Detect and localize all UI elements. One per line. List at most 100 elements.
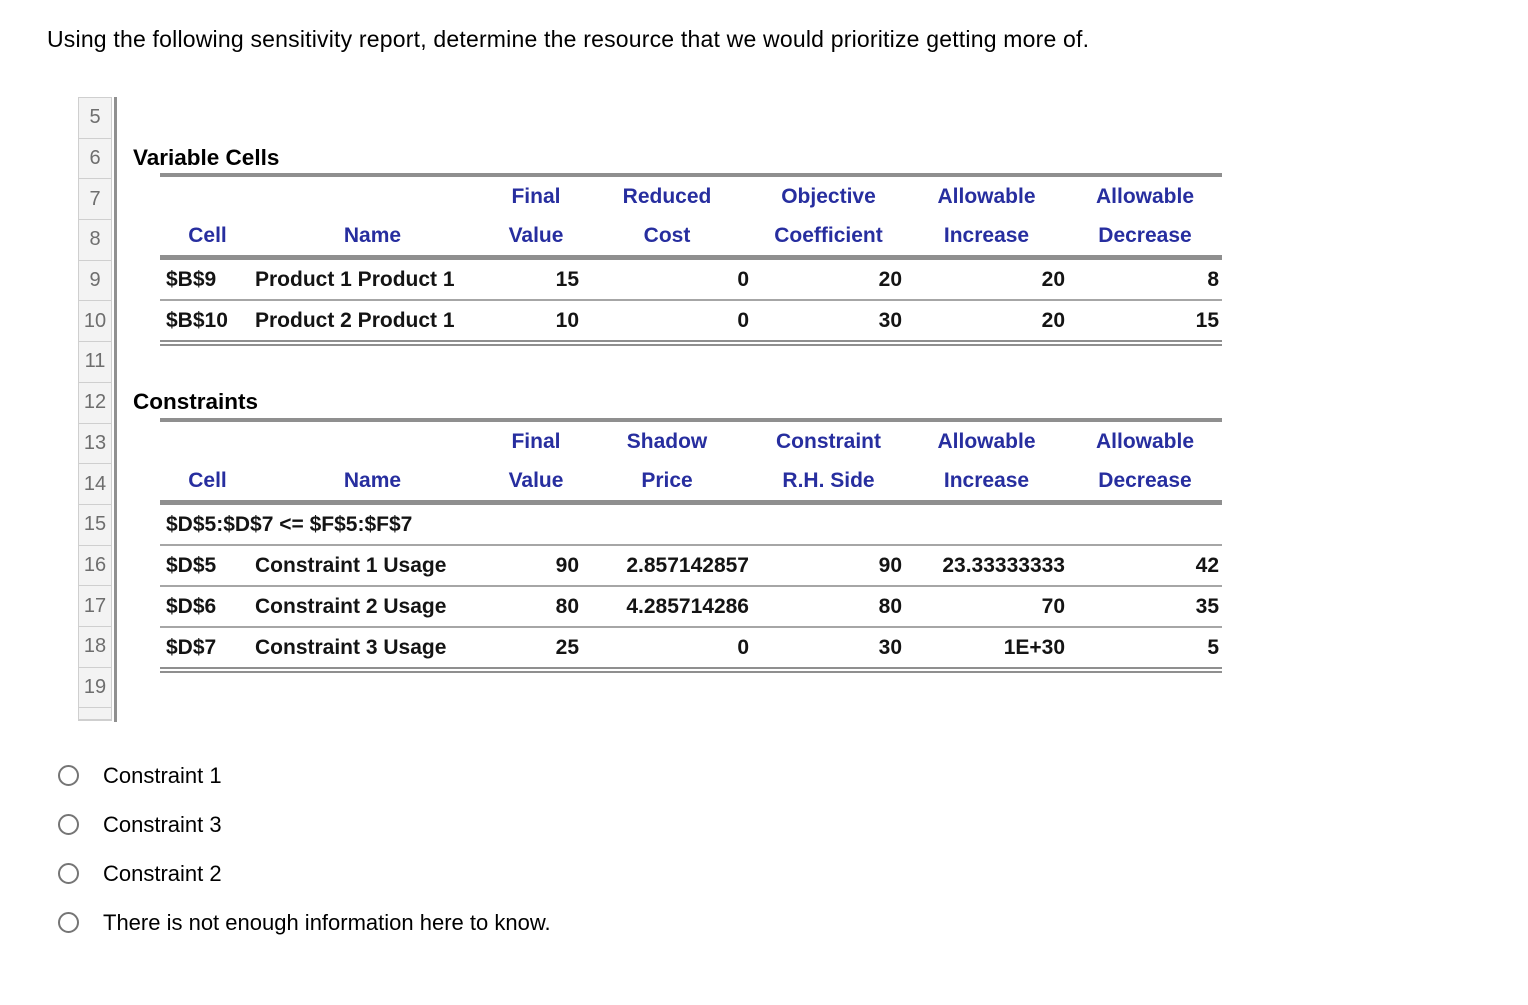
option-constraint-1[interactable]: Constraint 1 — [58, 751, 551, 800]
column-header: Final — [511, 430, 561, 453]
row-number: 16 — [79, 546, 111, 587]
reduced-cost: 0 — [737, 309, 749, 332]
constraints-header: Final Shadow Constraint Allowable Allowa… — [160, 422, 1222, 505]
header-row-top: Final Shadow Constraint Allowable Allowa… — [160, 422, 1222, 461]
allowable-decrease: 8 — [1207, 268, 1219, 291]
allowable-decrease: 35 — [1195, 595, 1219, 618]
final-value: 10 — [555, 309, 579, 332]
cell-name: Product 2 Product 1 — [255, 309, 455, 332]
answer-options: Constraint 1 Constraint 3 Constraint 2 T… — [58, 751, 551, 947]
question-text: Using the following sensitivity report, … — [47, 26, 1090, 52]
cell-name: Constraint 2 Usage — [255, 595, 447, 618]
constraint-range-row: $D$5:$D$7 <= $F$5:$F$7 — [160, 505, 1222, 546]
option-constraint-2[interactable]: Constraint 2 — [58, 849, 551, 898]
cell-ref: $B$9 — [166, 268, 217, 291]
cell-ref: $D$6 — [166, 595, 217, 618]
allowable-increase: 1E+30 — [1003, 636, 1065, 659]
constraint-range: $D$5:$D$7 <= $F$5:$F$7 — [166, 513, 413, 536]
allowable-decrease: 15 — [1195, 309, 1219, 332]
row-number: 5 — [79, 98, 111, 139]
cell-ref: $D$5 — [166, 554, 217, 577]
constraints-label: Constraints — [133, 388, 259, 414]
header-row-bottom: Cell Name Value Cost Coefficient Increas… — [160, 216, 1222, 255]
column-header: Cost — [643, 224, 691, 247]
final-value: 90 — [555, 554, 579, 577]
column-header: Reduced — [622, 185, 712, 208]
column-header: Coefficient — [774, 224, 883, 247]
variable-cells-label: Variable Cells — [133, 144, 280, 170]
option-constraint-3[interactable]: Constraint 3 — [58, 800, 551, 849]
variable-cells-header: Final Reduced Objective Allowable Allowa… — [160, 177, 1222, 260]
column-header: Name — [343, 224, 402, 247]
row-number: 8 — [79, 220, 111, 261]
column-header: R.H. Side — [782, 469, 875, 492]
column-header: Name — [343, 469, 402, 492]
column-header: Value — [508, 224, 564, 247]
option-not-enough-info[interactable]: There is not enough information here to … — [58, 898, 551, 947]
column-header: Allowable — [937, 185, 1036, 208]
header-row-top: Final Reduced Objective Allowable Allowa… — [160, 177, 1222, 216]
column-header: Cell — [188, 224, 227, 247]
row-number: 13 — [79, 424, 111, 465]
allowable-decrease: 5 — [1207, 636, 1219, 659]
cell-ref: $B$10 — [166, 309, 228, 332]
column-header: Price — [641, 469, 693, 492]
column-header: Allowable — [1095, 430, 1195, 453]
constraint-rhs: 80 — [878, 595, 902, 618]
option-label: Constraint 3 — [103, 811, 222, 837]
reduced-cost: 0 — [737, 268, 749, 291]
allowable-decrease: 42 — [1195, 554, 1219, 577]
table-row: $D$7 Constraint 3 Usage 25 0 30 1E+30 5 — [160, 626, 1222, 667]
constraints-table: Final Shadow Constraint Allowable Allowa… — [160, 418, 1222, 673]
allowable-increase: 20 — [1041, 268, 1065, 291]
cell-name: Product 1 Product 1 — [255, 268, 455, 291]
row-number: 7 — [79, 179, 111, 221]
option-label: Constraint 2 — [103, 860, 222, 886]
column-header: Objective — [781, 185, 876, 208]
final-value: 80 — [555, 595, 579, 618]
radio-icon[interactable] — [58, 765, 79, 786]
allowable-increase: 20 — [1041, 309, 1065, 332]
header-row-bottom: Cell Name Value Price R.H. Side Increase… — [160, 461, 1222, 500]
objective-coefficient: 20 — [878, 268, 902, 291]
table-row: $D$6 Constraint 2 Usage 80 4.285714286 8… — [160, 585, 1222, 626]
cell-name: Constraint 3 Usage — [255, 636, 447, 659]
constraint-rhs: 30 — [878, 636, 902, 659]
allowable-increase: 70 — [1041, 595, 1065, 618]
option-label: There is not enough information here to … — [103, 909, 551, 935]
option-label: Constraint 1 — [103, 762, 222, 788]
shadow-price: 0 — [737, 636, 749, 659]
row-number: 17 — [79, 586, 111, 627]
column-header: Value — [508, 469, 564, 492]
row-number: 15 — [79, 505, 111, 546]
column-header: Constraint — [776, 430, 881, 453]
table-row: $B$10 Product 2 Product 1 10 0 30 20 15 — [160, 299, 1222, 340]
row-number: 14 — [79, 464, 111, 505]
radio-icon[interactable] — [58, 912, 79, 933]
column-header: Cell — [188, 469, 227, 492]
sensitivity-report-screenshot: 5 6 7 8 9 10 11 12 13 14 15 16 17 18 19 … — [78, 97, 1240, 725]
cell-name: Constraint 1 Usage — [255, 554, 447, 577]
radio-icon[interactable] — [58, 863, 79, 884]
column-header: Decrease — [1098, 469, 1192, 492]
row-number: 10 — [79, 301, 111, 343]
objective-coefficient: 30 — [878, 309, 902, 332]
row-number: 12 — [79, 383, 111, 424]
row-number: 19 — [79, 668, 111, 709]
column-header: Allowable — [1095, 185, 1195, 208]
variable-cells-table: Final Reduced Objective Allowable Allowa… — [160, 173, 1222, 346]
row-number: 11 — [79, 342, 111, 383]
cell-ref: $D$7 — [166, 636, 217, 659]
allowable-increase: 23.33333333 — [942, 554, 1065, 577]
column-header: Increase — [943, 469, 1030, 492]
final-value: 15 — [555, 268, 579, 291]
column-header: Final — [511, 185, 561, 208]
column-header: Decrease — [1098, 224, 1192, 247]
radio-icon[interactable] — [58, 814, 79, 835]
sheet-gridline — [114, 97, 117, 722]
row-number: 18 — [79, 627, 111, 668]
shadow-price: 4.285714286 — [626, 595, 749, 618]
table-row: $B$9 Product 1 Product 1 15 0 20 20 8 — [160, 260, 1222, 299]
final-value: 25 — [555, 636, 579, 659]
row-number: 6 — [79, 139, 111, 180]
